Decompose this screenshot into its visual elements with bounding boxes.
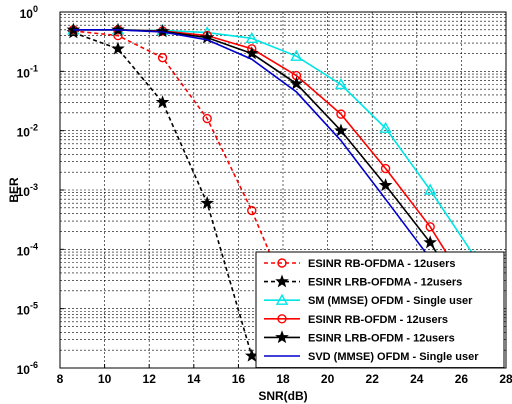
star-marker [289,76,304,90]
star-marker [275,274,289,288]
x-tick-label: 28 [499,372,512,386]
circle-marker [380,163,391,174]
x-axis-label: SNR(dB) [258,389,307,403]
star-marker [155,24,170,38]
triangle-marker [334,78,348,90]
x-tick-label: 26 [455,372,469,386]
star-marker [111,41,125,55]
circle-marker [157,52,168,63]
star-marker [334,123,348,137]
legend-label: ESINR LRB-OFDM - 12users [308,332,455,344]
star-marker [200,196,214,209]
x-tick-label: 20 [321,372,335,386]
legend-label: SM (MMSE) OFDM - Single user [308,295,473,307]
y-axis-ticks: 100 10-1 10-2 10-3 10-4 10-5 10-6 [17,4,64,377]
series-line [73,29,476,333]
triangle-marker [290,49,303,61]
y-tick-label: 10-4 [17,241,38,258]
legend-box [255,251,505,369]
star-marker [378,178,393,192]
x-tick-label: 22 [366,372,380,386]
y-axis-label: BER [7,177,21,203]
y-tick-label: 10-1 [17,63,38,80]
legend-label: ESINR RB-OFDM - 12users [308,314,448,326]
circle-marker [425,222,435,232]
star-marker [244,46,259,60]
x-tick-label: 14 [187,372,201,386]
series-line [73,31,253,357]
triangle-marker [379,121,392,133]
circle-marker [277,314,287,324]
series-layer [66,22,482,362]
x-tick-label: 12 [143,372,157,386]
star-marker [275,330,289,344]
y-tick-label: 100 [20,4,38,21]
legend-label: ESINR LRB-OFDMA - 12users [308,277,462,289]
triangle-marker [245,31,258,44]
star-marker [155,95,170,109]
legend-label: ESINR RB-OFDMA - 12users [308,258,456,270]
circle-marker [277,258,287,268]
x-tick-label: 8 [57,372,64,386]
circle-marker [202,113,212,124]
circle-marker [247,205,257,216]
series-line [73,30,298,317]
y-tick-label: 10-6 [17,360,38,377]
x-tick-label: 24 [410,372,424,386]
triangle-marker [275,293,289,305]
triangle-marker [423,183,437,195]
x-tick-label: 10 [98,372,112,386]
x-tick-label: 16 [232,372,246,386]
legend-label: SVD (MMSE) OFDM - Single user [308,351,479,363]
x-axis-ticks: 8 10 12 14 16 18 20 22 24 26 28 [57,364,512,386]
series [73,29,476,333]
y-tick-label: 10-5 [17,301,38,318]
y-tick-label: 10-2 [17,123,38,140]
star-marker [423,235,437,249]
circle-marker [336,109,346,119]
legend: ESINR RB-OFDMA - 12users ESINR LRB-OFDMA … [255,251,505,369]
x-tick-label: 18 [276,372,290,386]
y-tick-label: 10-3 [17,182,38,199]
